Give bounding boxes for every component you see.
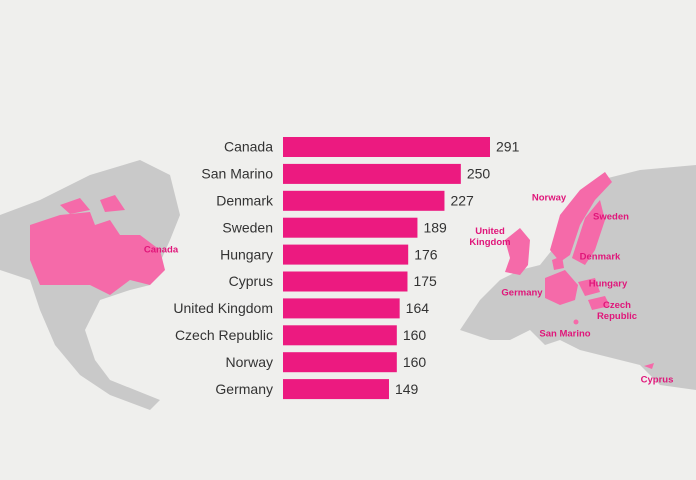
map-label: San Marino: [539, 328, 591, 340]
category-label: Czech Republic: [175, 327, 273, 343]
category-label: Denmark: [216, 193, 274, 209]
category-label: United Kingdom: [173, 300, 273, 316]
value-label: 149: [395, 381, 419, 397]
map-label: Hungary: [588, 278, 628, 290]
map-label: Canada: [143, 244, 179, 256]
category-label: Norway: [226, 354, 273, 370]
map-europe: [460, 165, 696, 390]
bar: [283, 137, 490, 157]
value-label: 160: [403, 327, 427, 343]
value-label: 160: [403, 354, 427, 370]
bar: [283, 271, 408, 292]
value-label: 189: [423, 219, 447, 235]
category-label: Germany: [215, 381, 273, 397]
bar: [283, 352, 397, 373]
bar: [283, 244, 409, 265]
value-label: 164: [406, 300, 430, 316]
category-label: Sweden: [222, 219, 273, 235]
bar: [283, 298, 400, 319]
bar: [283, 163, 461, 184]
bar: [283, 217, 418, 238]
bars: Canada 291 San Marino 250 Denmark 227 Sweden 18…: [173, 137, 520, 400]
map-north-america: [0, 160, 180, 410]
map-label: Cyprus: [640, 374, 674, 386]
map-label: Norway: [531, 192, 567, 204]
map-label: Sweden: [593, 211, 629, 223]
bar: [283, 190, 445, 211]
category-label: Canada: [224, 139, 273, 155]
value-label: 227: [450, 193, 474, 209]
value-label: 175: [413, 273, 437, 289]
map-label: Germany: [501, 287, 543, 299]
bar: [283, 325, 397, 346]
map-label: United Kingdom: [469, 226, 511, 248]
map-label: Denmark: [579, 251, 621, 263]
category-label: Cyprus: [229, 273, 273, 289]
value-label: 250: [467, 166, 491, 182]
category-label: San Marino: [201, 166, 273, 182]
value-label: 176: [414, 246, 438, 262]
map-label: Czech Republic: [596, 300, 638, 322]
value-label: 291: [496, 139, 520, 155]
category-label: Hungary: [220, 246, 273, 262]
bar: [283, 379, 389, 400]
